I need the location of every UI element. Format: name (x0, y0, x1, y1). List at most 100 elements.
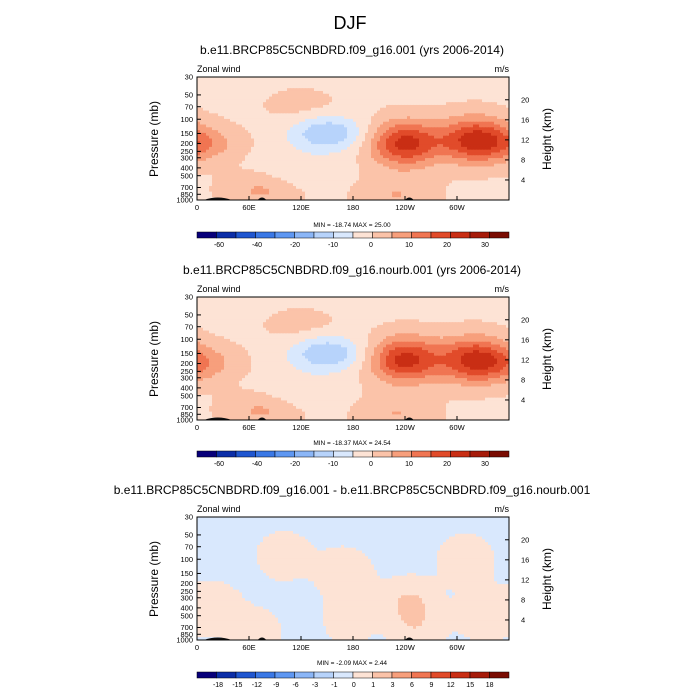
panel-2-ylabel: Pressure (mb) (147, 321, 161, 397)
height-tick-label: 16 (521, 335, 529, 344)
panel-3-units: m/s (495, 504, 510, 514)
colorbar-label: -10 (328, 242, 338, 249)
colorbar-swatch (294, 231, 315, 239)
x-tick-label: 60E (242, 423, 255, 432)
topography-mask (203, 197, 232, 200)
colorbar-label: 6 (410, 682, 414, 689)
panel-2-axes: 0 60E 120E 180 120W 60W3050701001502002503004… (176, 293, 529, 432)
colorbar-swatch (430, 450, 451, 458)
colorbar-label: -20 (290, 461, 300, 468)
topography-mask (405, 417, 414, 420)
colorbar-swatch (274, 450, 295, 458)
colorbar-swatch (216, 450, 237, 458)
y-tick-label: 150 (180, 129, 193, 138)
colorbar-swatch (372, 671, 393, 679)
panel-2: b.e11.BRCP85C5CNBDRD.f09_g16.nourb.001 (… (147, 263, 554, 468)
y-tick-label: 150 (180, 349, 193, 358)
x-tick-label: 0 (195, 423, 199, 432)
height-tick-label: 8 (521, 596, 525, 605)
panel-3-ylabel-right: Height (km) (540, 548, 554, 610)
panel-1-units: m/s (495, 64, 510, 74)
colorbar-swatch (352, 671, 373, 679)
height-tick-label: 8 (521, 156, 525, 165)
panel-3-colorbar: -18 -15 -12 -9 -6 -3 -1 0 1 3 6 9 12 15 18 (196, 671, 510, 689)
y-tick-label: 100 (180, 335, 193, 344)
topography-mask (257, 417, 267, 420)
y-tick-label: 300 (180, 593, 193, 602)
colorbar-label: -9 (273, 682, 279, 689)
colorbar-swatch (372, 450, 393, 458)
figure-title: DJF (334, 13, 367, 33)
x-tick-label: 60W (449, 203, 465, 212)
height-tick-label: 4 (521, 616, 525, 625)
panel-1: b.e11.BRCP85C5CNBDRD.f09_g16.001 (yrs 20… (147, 43, 554, 249)
y-tick-label: 50 (185, 311, 193, 320)
y-tick-label: 250 (180, 367, 193, 376)
colorbar-swatch (411, 231, 432, 239)
height-tick-label: 12 (521, 135, 529, 144)
colorbar-swatch (450, 231, 471, 239)
panel-3-ylabel: Pressure (mb) (147, 541, 161, 617)
x-tick-label: 180 (347, 423, 360, 432)
colorbar-swatch (430, 671, 451, 679)
colorbar-label: 20 (443, 461, 451, 468)
colorbar-label: 30 (481, 242, 489, 249)
y-tick-label: 30 (185, 73, 193, 82)
x-tick-label: 120W (395, 203, 416, 212)
panel-2-units: m/s (495, 284, 510, 294)
y-tick-label: 70 (185, 542, 193, 551)
x-tick-label: 120W (395, 423, 416, 432)
y-tick-label: 50 (185, 531, 193, 540)
colorbar-label: 20 (443, 242, 451, 249)
colorbar-swatch (489, 450, 510, 458)
x-tick-label: 60W (449, 643, 465, 652)
colorbar-label: 3 (391, 682, 395, 689)
y-tick-label: 50 (185, 91, 193, 100)
colorbar-swatch (313, 671, 334, 679)
panel-1-left-label: Zonal wind (197, 64, 241, 74)
y-tick-label: 150 (180, 569, 193, 578)
colorbar-swatch (333, 671, 354, 679)
panel-2-left-label: Zonal wind (197, 284, 241, 294)
x-tick-label: 0 (195, 643, 199, 652)
topography-mask (257, 637, 267, 640)
y-tick-label: 850 (180, 410, 193, 419)
height-tick-label: 8 (521, 376, 525, 385)
colorbar-swatch (313, 231, 334, 239)
y-tick-label: 500 (180, 611, 193, 620)
colorbar-label: 0 (369, 461, 373, 468)
colorbar-label: 18 (486, 682, 494, 689)
colorbar-swatch (430, 231, 451, 239)
panel-1-title: b.e11.BRCP85C5CNBDRD.f09_g16.001 (yrs 20… (200, 43, 504, 57)
colorbar-label: -40 (252, 461, 262, 468)
panel-3-stats: MIN = -2.09 MAX = 2.44 (317, 660, 387, 667)
panel-1-axes: 0 60E 120E 180 120W 60W3050701001502002503004… (176, 73, 529, 212)
colorbar-swatch (235, 231, 256, 239)
panel-2-stats: MIN = -18.37 MAX = 24.54 (313, 440, 391, 447)
y-tick-label: 250 (180, 587, 193, 596)
colorbar-label: -1 (331, 682, 337, 689)
topography-mask (203, 637, 232, 640)
y-tick-label: 200 (180, 579, 193, 588)
colorbar-swatch (372, 231, 393, 239)
colorbar-label: -3 (312, 682, 318, 689)
colorbar-label: -40 (252, 242, 262, 249)
y-tick-label: 30 (185, 513, 193, 522)
colorbar-swatch (469, 450, 490, 458)
panel-1-contour-plot (197, 77, 509, 200)
y-tick-label: 500 (180, 391, 193, 400)
height-tick-label: 16 (521, 115, 529, 124)
colorbar-swatch (450, 671, 471, 679)
x-tick-label: 120E (292, 643, 310, 652)
y-tick-label: 400 (180, 603, 193, 612)
colorbar-swatch (255, 231, 276, 239)
y-tick-label: 70 (185, 102, 193, 111)
topography-mask (405, 197, 414, 200)
colorbar-swatch (352, 450, 373, 458)
panel-1-ylabel-right: Height (km) (540, 108, 554, 170)
colorbar-label: -15 (232, 682, 242, 689)
x-tick-label: 180 (347, 203, 360, 212)
colorbar-swatch (391, 231, 412, 239)
height-tick-label: 4 (521, 176, 525, 185)
